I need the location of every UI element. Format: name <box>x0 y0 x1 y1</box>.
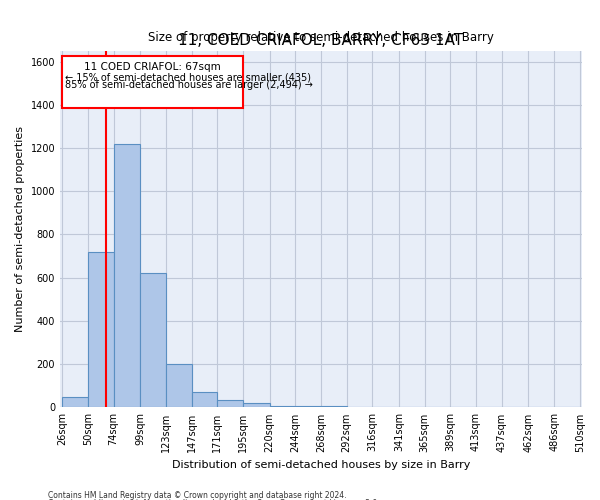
Text: 85% of semi-detached houses are larger (2,494) →: 85% of semi-detached houses are larger (… <box>65 80 313 90</box>
Bar <box>243 403 269 407</box>
Text: Size of property relative to semi-detached houses in Barry: Size of property relative to semi-detach… <box>148 30 494 44</box>
X-axis label: Distribution of semi-detached houses by size in Barry: Distribution of semi-detached houses by … <box>172 460 470 470</box>
Text: ← 15% of semi-detached houses are smaller (435): ← 15% of semi-detached houses are smalle… <box>65 72 311 83</box>
Bar <box>191 392 217 407</box>
Bar <box>347 407 373 408</box>
Title: 11, COED CRIAFOL, BARRY, CF63 1AT: 11, COED CRIAFOL, BARRY, CF63 1AT <box>178 33 464 48</box>
Bar <box>88 252 113 408</box>
Bar <box>113 144 140 408</box>
Y-axis label: Number of semi-detached properties: Number of semi-detached properties <box>15 126 25 332</box>
Bar <box>140 274 166 407</box>
Bar <box>62 396 88 407</box>
Text: 11 COED CRIAFOL: 67sqm: 11 COED CRIAFOL: 67sqm <box>84 62 221 72</box>
Bar <box>217 400 243 407</box>
Bar <box>321 406 347 408</box>
Bar <box>62 56 243 108</box>
Bar <box>269 406 295 407</box>
Bar <box>166 364 191 408</box>
Text: Contains public sector information licensed under the Open Government Licence v3: Contains public sector information licen… <box>48 499 380 500</box>
Bar <box>295 406 321 408</box>
Text: Contains HM Land Registry data © Crown copyright and database right 2024.: Contains HM Land Registry data © Crown c… <box>48 490 347 500</box>
